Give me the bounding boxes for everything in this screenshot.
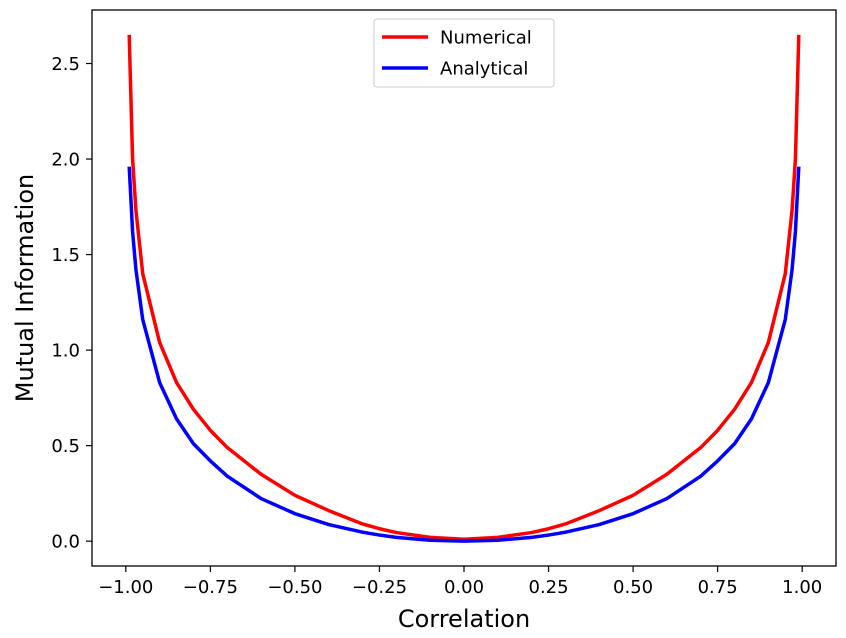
series-line-numerical [127, 34, 801, 541]
legend-label-numerical: Numerical [440, 28, 532, 49]
y-tick-label: 0.0 [51, 532, 80, 553]
y-axis-ticks: 0.0 0.5 1.0 1.5 2.0 2.5 [51, 54, 92, 553]
y-tick-label: 2.0 [51, 150, 80, 171]
y-tick-label: 1.5 [51, 245, 80, 266]
legend: Numerical Analytical [373, 18, 555, 88]
x-tick-label: 0.75 [698, 577, 738, 598]
x-tick-label: −0.50 [267, 577, 322, 598]
x-axis-title: Correlation [398, 605, 530, 633]
y-tick-label: 1.0 [51, 341, 80, 362]
x-tick-label: 0.50 [613, 577, 653, 598]
x-tick-label: 0.25 [529, 577, 569, 598]
y-tick-label: 2.5 [51, 54, 80, 75]
x-tick-label: 1.00 [782, 577, 822, 598]
legend-label-analytical: Analytical [440, 59, 528, 80]
x-tick-label: −0.25 [352, 577, 407, 598]
y-tick-label: 0.5 [51, 436, 80, 457]
x-tick-label: 0.00 [444, 577, 484, 598]
y-axis-title: Mutual Information [11, 174, 39, 402]
x-axis-ticks: −1.00 −0.75 −0.50 −0.25 0.00 0.25 0.50 0.75 1.00 [98, 566, 822, 598]
x-tick-label: −0.75 [183, 577, 238, 598]
plot-lines [127, 34, 801, 543]
series-line-analytical [127, 166, 801, 543]
x-tick-label: −1.00 [98, 577, 153, 598]
